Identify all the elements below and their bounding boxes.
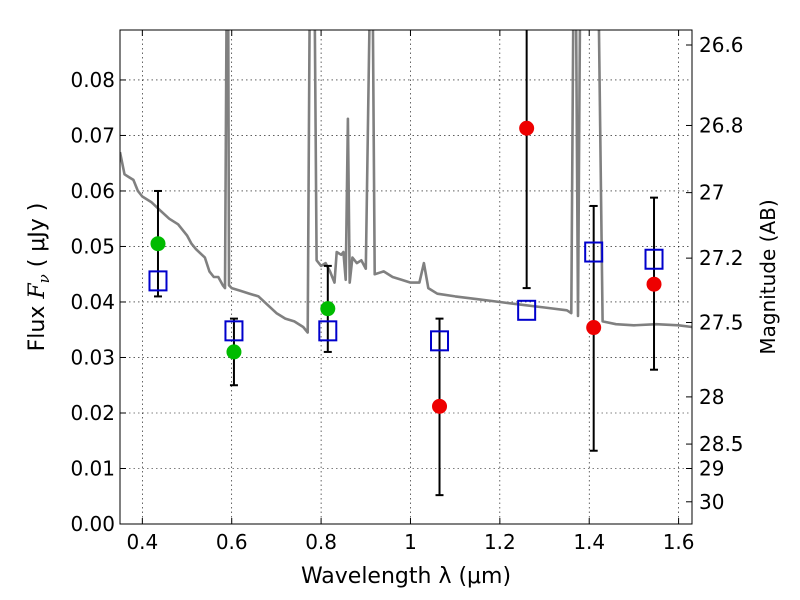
x-tick-label: 0.6 bbox=[216, 530, 248, 554]
axis-ticks: 0.4 0.6 0.8 1 1.2 1.4 1.6 0.00 0.01 0.02 0.03 0.04 0… bbox=[70, 30, 744, 554]
y-tick-label: 0.05 bbox=[70, 234, 115, 258]
x-tick-label: 0.8 bbox=[305, 530, 337, 554]
y-tick-label: 0.00 bbox=[70, 512, 115, 536]
right-tick-label: 28 bbox=[699, 385, 724, 409]
model-spectrum-line bbox=[120, 30, 692, 334]
low-snr-point bbox=[432, 398, 448, 414]
model-magnitude-square bbox=[644, 248, 664, 270]
x-tick-label: 1 bbox=[404, 530, 417, 554]
right-axis-label: Magnitude (AB) bbox=[756, 199, 780, 354]
right-tick-label: 28.5 bbox=[699, 432, 744, 456]
y-tick-label: 0.08 bbox=[70, 68, 115, 92]
plot-frame bbox=[119, 29, 693, 525]
x-tick-label: 1.2 bbox=[484, 530, 516, 554]
detection-point bbox=[150, 236, 166, 252]
y-tick-label: 0.04 bbox=[70, 290, 115, 314]
model-magnitude-square bbox=[584, 241, 604, 263]
right-tick-label: 30 bbox=[699, 490, 724, 514]
detection-point bbox=[226, 344, 242, 360]
model-magnitude-square bbox=[318, 320, 338, 342]
y-axis-label: Flux Fν ( μJy ) bbox=[25, 203, 53, 352]
right-tick-label: 26.6 bbox=[699, 33, 744, 57]
low-snr-point bbox=[646, 276, 662, 292]
y-tick-label: 0.01 bbox=[70, 456, 115, 480]
x-tick-label: 1.4 bbox=[573, 530, 605, 554]
model-magnitude-square bbox=[430, 330, 450, 352]
right-tick-label: 29 bbox=[699, 456, 724, 480]
plot-area bbox=[120, 30, 692, 497]
model-magnitude-square bbox=[148, 270, 168, 292]
right-tick-label: 27.5 bbox=[699, 311, 744, 335]
y-tick-label: 0.06 bbox=[70, 179, 115, 203]
right-tick-label: 27.2 bbox=[699, 246, 744, 270]
right-tick-label: 26.8 bbox=[699, 113, 744, 137]
low-snr-point bbox=[586, 320, 602, 336]
y-tick-label: 0.07 bbox=[70, 123, 115, 147]
low-snr-point bbox=[519, 120, 535, 136]
y-tick-label: 0.03 bbox=[70, 345, 115, 369]
x-axis-label: Wavelength λ (μm) bbox=[301, 564, 511, 589]
model-magnitude-square bbox=[517, 299, 537, 321]
right-tick-label: 27 bbox=[699, 181, 724, 205]
detection-point bbox=[320, 301, 336, 317]
y-tick-label: 0.02 bbox=[70, 401, 115, 425]
x-tick-label: 1.6 bbox=[663, 530, 695, 554]
x-tick-label: 0.4 bbox=[126, 530, 158, 554]
model-magnitude-square bbox=[224, 320, 244, 342]
